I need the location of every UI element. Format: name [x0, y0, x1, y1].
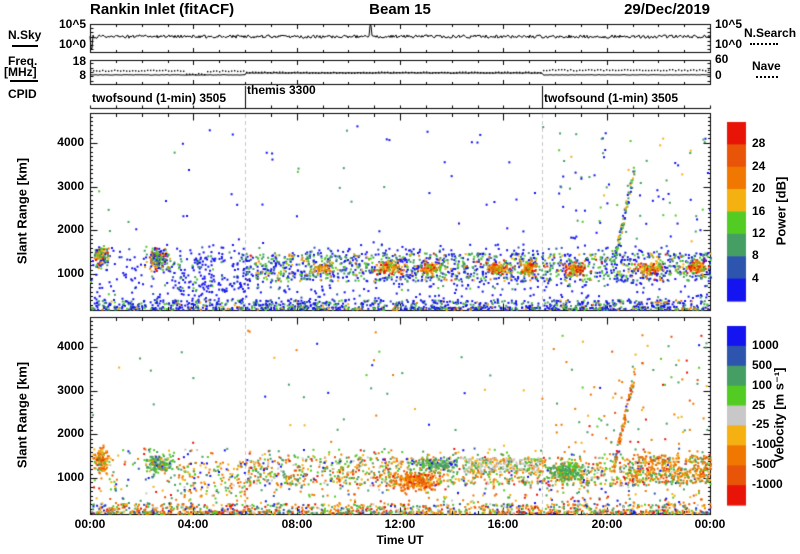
velocity-ytick-label: 4000 — [57, 339, 84, 353]
power-colorbar-tick-label: 28 — [752, 136, 766, 150]
power-ytick-label: 3000 — [57, 179, 84, 193]
nave-axis-title: Nave — [752, 59, 781, 73]
velocity-colorbar-tick-label: -100 — [752, 437, 777, 451]
nave-ytick-min: 0 — [715, 68, 722, 82]
nsky-ytick-max-right: 10^5 — [715, 17, 743, 31]
freq-axis-title-line1: Freq. — [8, 54, 38, 68]
cpid-axis-title: CPID — [8, 87, 37, 101]
power-colorbar-title: Power [dB] — [773, 176, 789, 246]
power-colorbar-tick-label: 4 — [752, 271, 759, 285]
velocity-yaxis-title: Slant Range [km] — [14, 361, 30, 469]
freq-ytick-max: 18 — [72, 54, 86, 68]
x-tick-label: 16:00 — [487, 517, 519, 531]
cpid-segment-label: twofsound (1-min) 3505 — [92, 91, 227, 105]
freq-axis-title-line2: [MHz] — [4, 65, 37, 79]
power-colorbar-tick-label: 12 — [752, 226, 766, 240]
x-tick-label: 12:00 — [384, 517, 416, 531]
power-colorbar-tick-label: 20 — [752, 181, 766, 195]
power-yaxis-title: Slant Range [km] — [14, 157, 30, 265]
nsky-ytick-min-right: 10^0 — [715, 37, 743, 51]
cpid-segment-label: themis 3300 — [247, 83, 316, 97]
x-tick-label: 00:00 — [74, 517, 106, 531]
velocity-ytick-label: 3000 — [57, 383, 84, 397]
power-colorbar-tick-label: 16 — [752, 204, 766, 218]
velocity-colorbar-tick-label: 1000 — [752, 338, 779, 352]
nsearch-axis-title: N.Search — [744, 26, 797, 40]
date-label: 29/Dec/2019 — [624, 1, 710, 18]
page-title: Rankin Inlet (fitACF) — [90, 1, 235, 18]
freq-solid-line-sample — [10, 80, 38, 82]
x-tick-label: 00:00 — [694, 517, 726, 531]
velocity-colorbar-tick-label: -1000 — [752, 477, 783, 491]
power-ytick-label: 2000 — [57, 222, 84, 236]
nsky-ytick-max-left: 10^5 — [58, 17, 86, 31]
nave-ytick-max: 60 — [715, 52, 729, 66]
freq-ytick-min: 8 — [79, 68, 86, 82]
nsky-ytick-min-left: 10^0 — [58, 37, 86, 51]
nsearch-dotted-line-sample — [750, 43, 778, 45]
power-ytick-label: 4000 — [57, 135, 84, 149]
time-axis-title: Time UT — [376, 533, 424, 547]
velocity-colorbar-tick-label: 100 — [752, 378, 773, 392]
beam-label: Beam 15 — [369, 1, 431, 18]
nave-dotted-line-sample — [756, 76, 778, 78]
cpid-segment-label: twofsound (1-min) 3505 — [544, 91, 679, 105]
velocity-colorbar-tick-label: -25 — [752, 417, 770, 431]
nsky-solid-line-sample — [12, 45, 38, 47]
x-tick-label: 08:00 — [281, 517, 313, 531]
nsky-axis-title: N.Sky — [8, 28, 42, 42]
velocity-colorbar-tick-label: 500 — [752, 358, 773, 372]
velocity-colorbar-tick-label: 25 — [752, 398, 766, 412]
x-tick-label: 20:00 — [591, 517, 623, 531]
velocity-colorbar-tick-label: -500 — [752, 457, 777, 471]
velocity-ytick-label: 2000 — [57, 426, 84, 440]
power-colorbar-tick-label: 8 — [752, 248, 759, 262]
power-colorbar-tick-label: 24 — [752, 159, 766, 173]
x-tick-label: 04:00 — [177, 517, 209, 531]
power-ytick-label: 1000 — [57, 266, 84, 280]
velocity-ytick-label: 1000 — [57, 470, 84, 484]
